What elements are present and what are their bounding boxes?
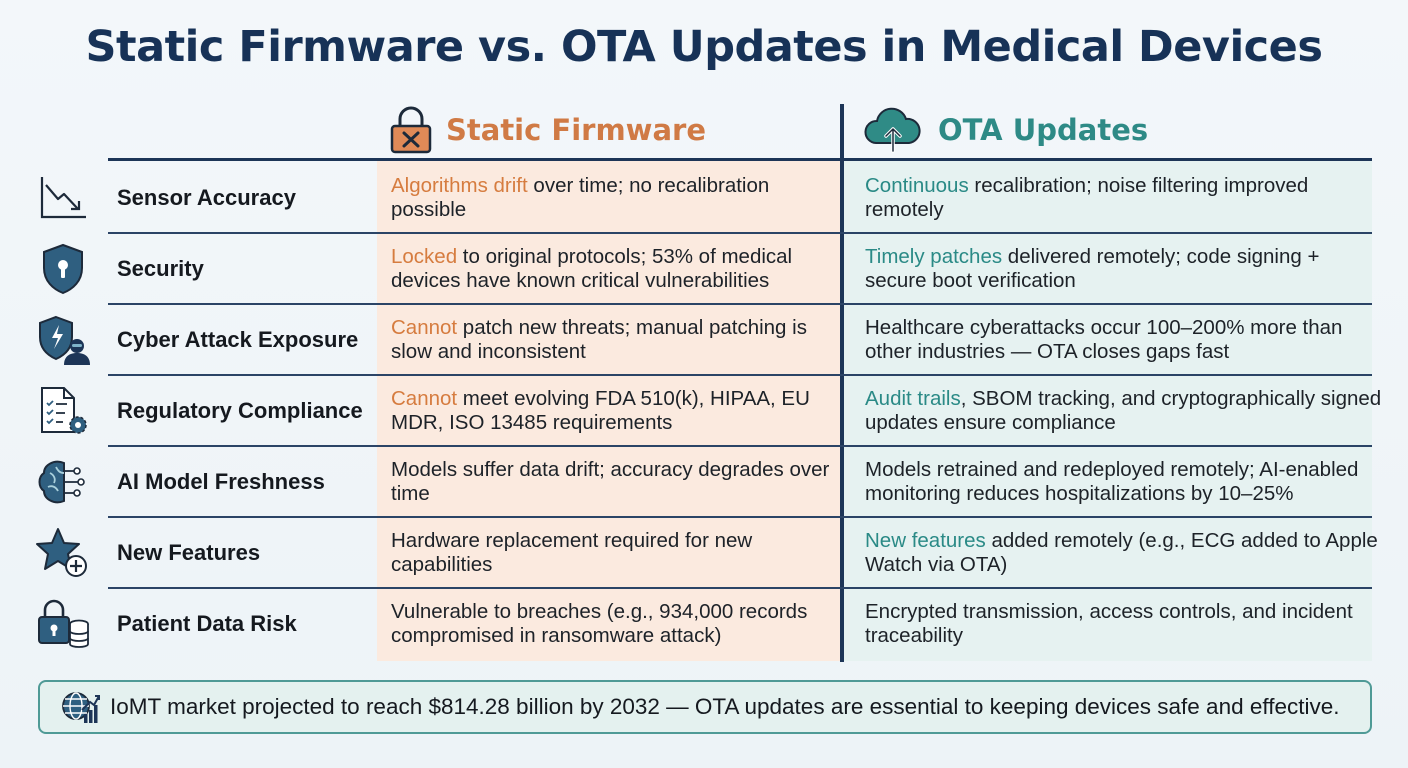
row-divider	[108, 445, 1372, 447]
table-row: New Features Hardware replacement requir…	[0, 517, 1408, 589]
table-row: Cyber Attack Exposure Cannot patch new t…	[0, 304, 1408, 376]
ota-text: Models retrained and redeployed remotely…	[865, 457, 1359, 505]
ota-cell: Audit trails, SBOM tracking, and cryptog…	[865, 375, 1385, 446]
ota-text: delivered remotely; code signing + secur…	[865, 244, 1320, 292]
static-text: over time; no recalibration possible	[391, 173, 770, 221]
column-divider	[840, 104, 844, 662]
ota-highlight: Continuous	[865, 173, 969, 197]
static-highlight: Cannot	[391, 386, 458, 410]
row-divider	[108, 587, 1372, 589]
static-firmware-title: Static Firmware	[446, 113, 707, 147]
ota-updates-title: OTA Updates	[938, 113, 1149, 147]
static-text: Models suffer data drift; accuracy degra…	[391, 457, 830, 505]
ota-text: Encrypted transmission, access controls,…	[865, 599, 1353, 647]
table-row: Sensor Accuracy Algorithms drift over ti…	[0, 162, 1408, 234]
row-label: AI Model Freshness	[117, 468, 325, 494]
row-divider	[108, 374, 1372, 376]
static-text: Vulnerable to breaches (e.g., 934,000 re…	[391, 599, 808, 647]
ota-highlight: Audit trails	[865, 386, 961, 410]
static-highlight: Locked	[391, 244, 458, 268]
static-column-background	[377, 161, 840, 661]
static-cell: Vulnerable to breaches (e.g., 934,000 re…	[391, 588, 837, 659]
footer-text: IoMT market projected to reach $814.28 b…	[110, 694, 1340, 719]
globe-growth-icon	[62, 692, 100, 723]
static-text: Hardware replacement required for new ca…	[391, 528, 753, 576]
table-row: AI Model Freshness Models suffer data dr…	[0, 446, 1408, 518]
star-plus-icon	[36, 528, 87, 577]
static-text: patch new threats; manual patching is sl…	[391, 315, 807, 363]
ota-cell: New features added remotely (e.g., ECG a…	[865, 517, 1385, 588]
ota-text: , SBOM tracking, and cryptographically s…	[865, 386, 1382, 434]
cloud-upload-icon	[864, 107, 921, 153]
lock-x-icon	[390, 106, 432, 154]
ota-updates-header: OTA Updates	[862, 104, 1148, 156]
static-cell: Cannot patch new threats; manual patchin…	[391, 304, 837, 375]
ota-cell: Continuous recalibration; noise filterin…	[865, 162, 1385, 233]
static-highlight: Algorithms drift	[391, 173, 528, 197]
row-label: Sensor Accuracy	[117, 184, 296, 210]
ota-cell: Timely patches delivered remotely; code …	[865, 233, 1385, 304]
ota-text: added remotely (e.g., ECG added to Apple…	[865, 528, 1378, 576]
declining-chart-icon	[40, 177, 86, 219]
table-row: Patient Data Risk Vulnerable to breaches…	[0, 588, 1408, 659]
static-cell: Models suffer data drift; accuracy degra…	[391, 446, 837, 517]
row-divider	[108, 232, 1372, 234]
row-label: Cyber Attack Exposure	[117, 326, 359, 352]
ota-text: Healthcare cyberattacks occur 100–200% m…	[865, 315, 1343, 363]
shield-hacker-icon	[39, 315, 90, 365]
ota-text: recalibration; noise filtering improved …	[865, 173, 1309, 221]
ota-highlight: Timely patches	[865, 244, 1003, 268]
ota-highlight: New features	[865, 528, 986, 552]
ota-cell: Healthcare cyberattacks occur 100–200% m…	[865, 304, 1385, 375]
static-text: meet evolving FDA 510(k), HIPAA, EU MDR,…	[391, 386, 810, 434]
ota-cell: Models retrained and redeployed remotely…	[865, 446, 1385, 517]
row-divider	[108, 303, 1372, 305]
ai-brain-icon	[38, 460, 85, 504]
ota-column-background	[844, 161, 1372, 661]
row-label: New Features	[117, 539, 261, 565]
static-cell: Algorithms drift over time; no recalibra…	[391, 162, 837, 233]
header-rule	[108, 158, 1372, 161]
footer-banner: IoMT market projected to reach $814.28 b…	[38, 680, 1372, 734]
row-divider	[108, 516, 1372, 518]
row-label: Patient Data Risk	[117, 610, 297, 636]
shield-keyhole-icon	[43, 243, 83, 295]
static-cell: Locked to original protocols; 53% of med…	[391, 233, 837, 304]
static-highlight: Cannot	[391, 315, 458, 339]
row-label: Security	[117, 255, 204, 281]
ota-cell: Encrypted transmission, access controls,…	[865, 588, 1385, 659]
static-text: to original protocols; 53% of medical de…	[391, 244, 793, 292]
static-firmware-header: Static Firmware	[388, 104, 706, 156]
table-row: Security Locked to original protocols; 5…	[0, 233, 1408, 305]
row-label: Regulatory Compliance	[117, 397, 363, 423]
static-cell: Hardware replacement required for new ca…	[391, 517, 837, 588]
table-row: Regulatory Compliance Cannot meet evolvi…	[0, 375, 1408, 447]
document-gear-icon	[41, 387, 87, 434]
static-cell: Cannot meet evolving FDA 510(k), HIPAA, …	[391, 375, 837, 446]
page-title: Static Firmware vs. OTA Updates in Medic…	[85, 22, 1323, 72]
lock-database-icon	[38, 599, 89, 648]
